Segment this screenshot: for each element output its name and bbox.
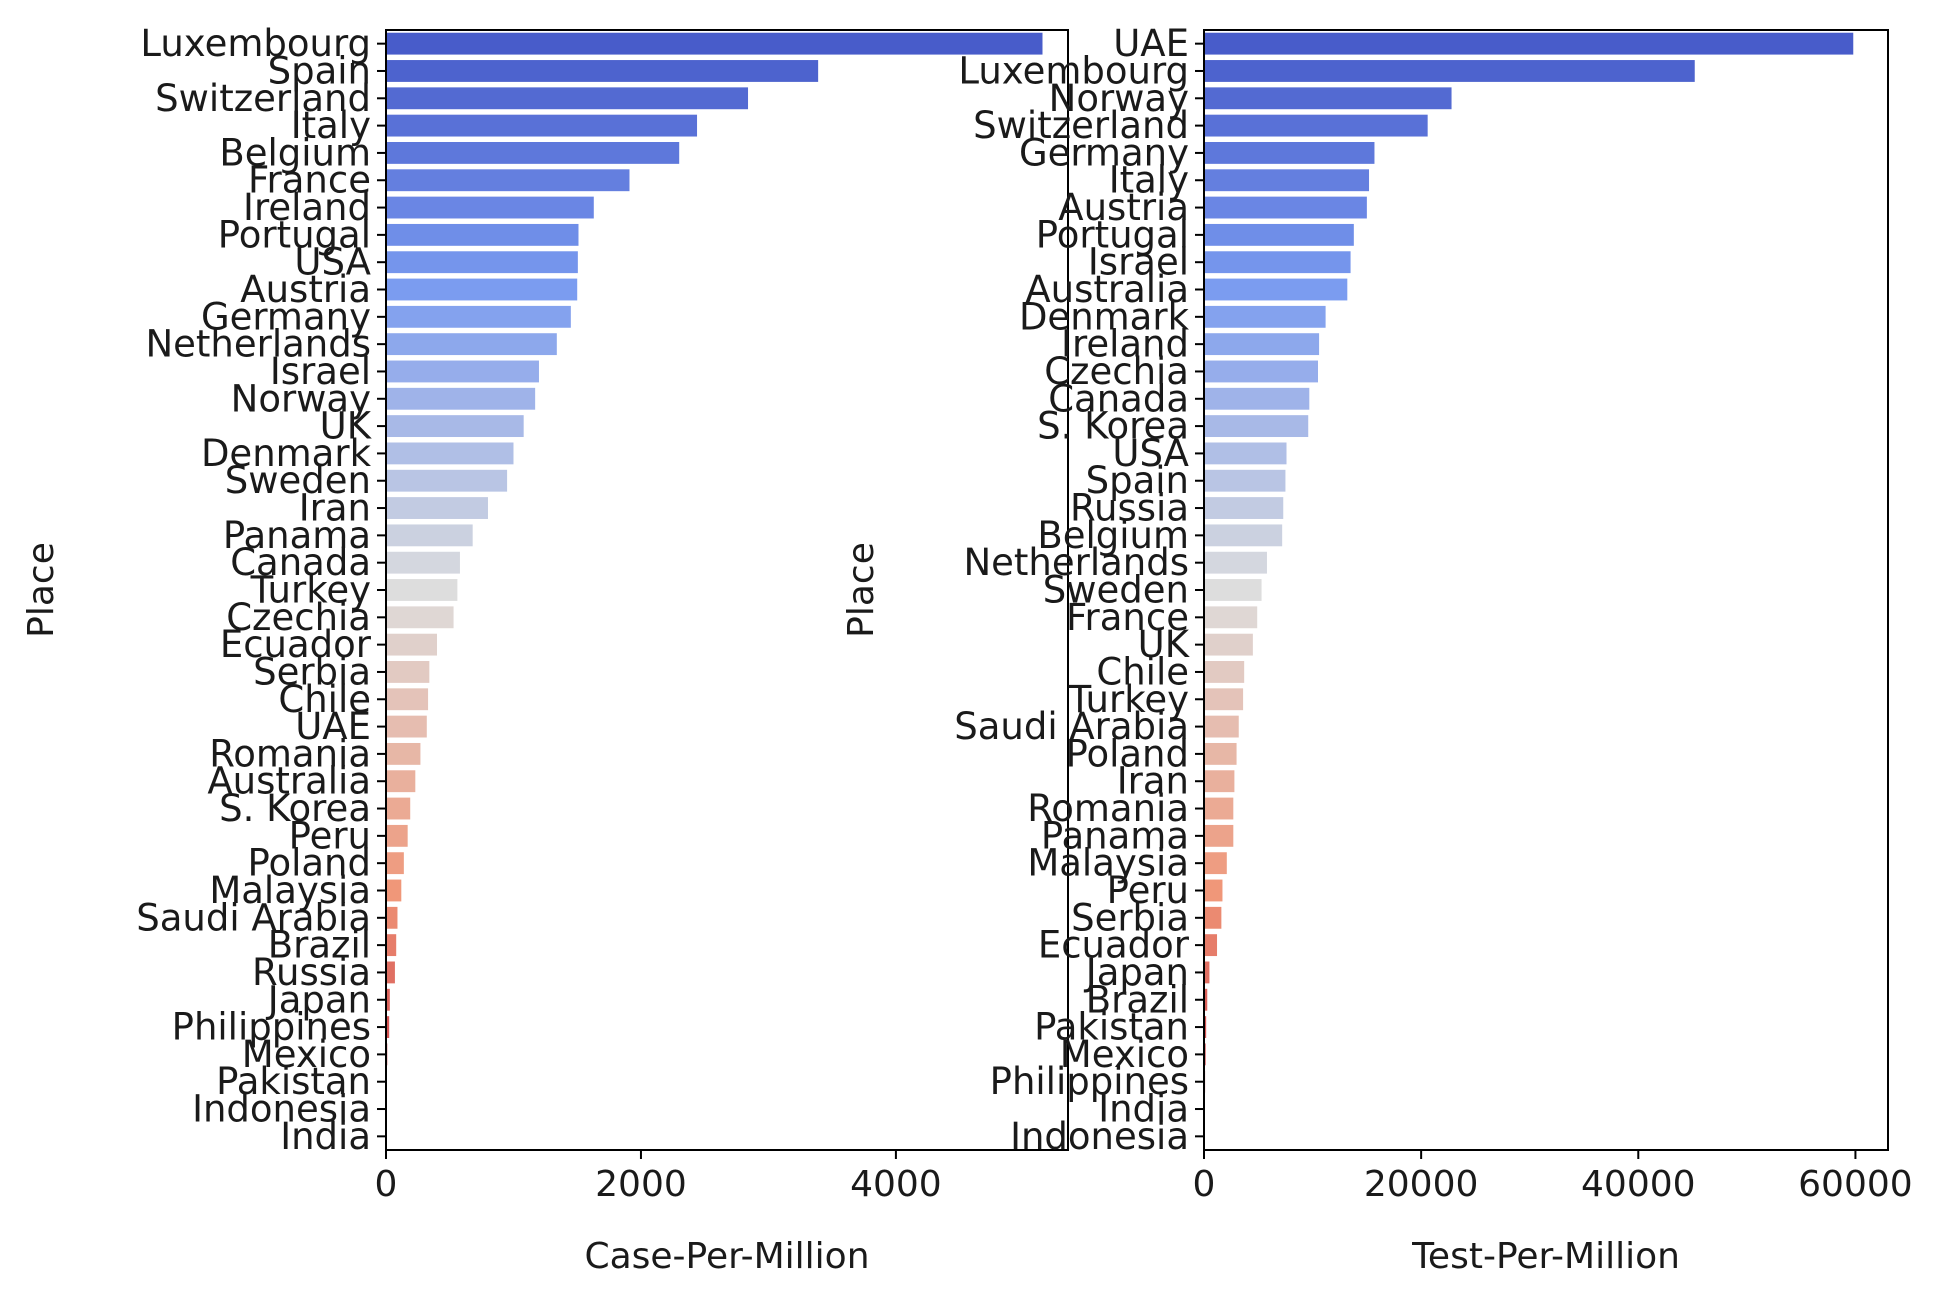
bar-spain [386,60,818,82]
left-panel: LuxembourgSpainSwitzerlandItalyBelgiumFr… [21,22,1068,1277]
bar-s-korea [1204,415,1308,437]
x-tick-label: 60000 [1798,1164,1913,1205]
bar-portugal [1204,224,1354,246]
bar-denmark [386,442,513,464]
bar-czechia [1204,361,1318,383]
bar-germany [386,306,571,328]
bar-russia [1204,497,1283,519]
x-tick-label: 0 [375,1164,398,1205]
x-tick-label: 4000 [850,1164,942,1205]
x-tick-label: 20000 [1364,1164,1479,1205]
bar-uae [1204,33,1853,55]
bar-belgium [1204,524,1282,546]
bar-australia [1204,279,1347,301]
bar-saudi-arabia [1204,716,1239,738]
bar-austria [1204,197,1367,219]
bar-usa [1204,442,1287,464]
bar-uae [386,716,427,738]
bar-malaysia [1204,852,1227,874]
bar-canada [1204,388,1309,410]
y-axis-title: Place [21,542,62,638]
bar-netherlands [1204,552,1267,574]
bar-austria [386,279,577,301]
bar-russia [386,962,395,984]
bar-serbia [386,661,429,683]
bar-saudi-arabia [386,907,397,929]
x-tick-label: 0 [1193,1164,1216,1205]
bar-peru [386,825,408,847]
bar-poland [386,852,404,874]
bar-malaysia [386,880,401,902]
bar-usa [386,251,578,273]
bar-sweden [386,470,507,492]
bar-germany [1204,142,1374,164]
x-axis-title: Test-Per-Million [1411,1236,1680,1277]
bar-norway [386,388,535,410]
bar-israel [1204,251,1351,273]
y-axis-title: Place [841,542,882,638]
x-axis-title: Case-Per-Million [584,1236,869,1277]
bar-ireland [386,197,594,219]
bar-s-korea [386,798,410,820]
bar-panama [386,524,473,546]
bar-chile [386,688,428,710]
bar-serbia [1204,907,1221,929]
bar-netherlands [386,333,557,355]
bar-italy [1204,169,1369,191]
bar-italy [386,115,697,137]
bar-brazil [386,934,396,956]
bar-switzerland [386,87,748,109]
bar-peru [1204,880,1222,902]
category-label: Indonesia [1010,1115,1189,1158]
bar-belgium [386,142,679,164]
bar-turkey [386,579,457,601]
bar-israel [386,361,539,383]
bar-denmark [1204,306,1326,328]
bar-ireland [1204,333,1319,355]
bar-ecuador [1204,934,1217,956]
bar-romania [386,743,420,765]
bar-ecuador [386,634,437,656]
bar-chile [1204,661,1244,683]
bar-poland [1204,743,1237,765]
bar-france [1204,606,1257,628]
bar-romania [1204,798,1233,820]
bar-norway [1204,87,1452,109]
bar-uk [386,415,524,437]
bar-iran [386,497,488,519]
bar-australia [386,770,415,792]
bar-luxembourg [386,33,1043,55]
right-panel: UAELuxembourgNorwaySwitzerlandGermanyIta… [841,22,1913,1277]
bar-canada [386,552,460,574]
bar-portugal [386,224,578,246]
bar-czechia [386,606,454,628]
bar-france [386,169,629,191]
bar-spain [1204,470,1285,492]
bar-uk [1204,634,1253,656]
x-tick-label: 40000 [1581,1164,1696,1205]
x-tick-label: 2000 [595,1164,687,1205]
bar-switzerland [1204,115,1428,137]
bar-sweden [1204,579,1262,601]
bar-panama [1204,825,1233,847]
category-label: India [280,1115,371,1158]
bar-turkey [1204,688,1243,710]
bar-luxembourg [1204,60,1695,82]
bar-iran [1204,770,1234,792]
